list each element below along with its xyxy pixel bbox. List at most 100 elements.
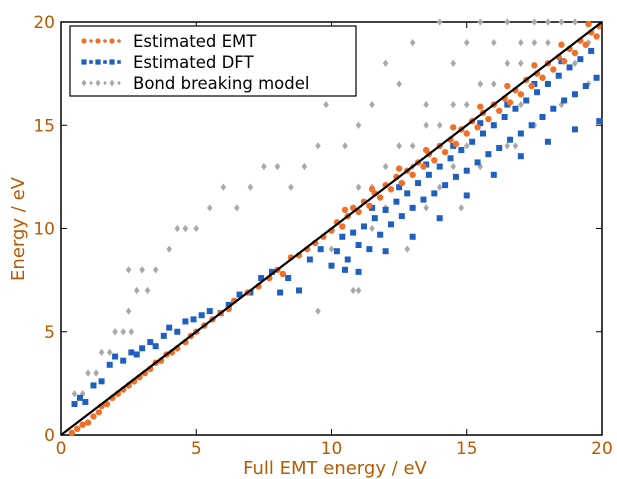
dft-point xyxy=(296,287,303,294)
legend-marker-bond xyxy=(81,79,121,87)
bond-point xyxy=(518,59,524,67)
emt-point xyxy=(474,124,481,131)
bond-point xyxy=(301,162,308,171)
dft-point xyxy=(258,275,265,282)
dft-point xyxy=(285,275,292,282)
bond-point xyxy=(128,328,135,336)
bond-point xyxy=(166,245,172,253)
dft-point xyxy=(477,120,484,127)
legend-marker-dot xyxy=(95,59,101,65)
legend-label-emt: Estimated EMT xyxy=(133,32,257,51)
dft-point xyxy=(539,113,546,120)
legend-marker-dot xyxy=(95,79,101,87)
bond-point xyxy=(404,245,411,253)
legend-entry-emt: Estimated EMT xyxy=(81,32,257,51)
bond-point xyxy=(350,286,356,295)
dft-point xyxy=(544,138,551,145)
dft-point xyxy=(369,204,376,211)
dft-point xyxy=(355,268,362,275)
legend-marker-dot xyxy=(117,60,121,64)
dft-point xyxy=(90,382,97,389)
bond-point xyxy=(409,142,416,150)
x-tick-label: 0 xyxy=(56,439,67,459)
emt-point xyxy=(279,270,287,278)
bond-point xyxy=(382,162,389,171)
dft-point xyxy=(409,204,416,211)
bond-point xyxy=(120,328,127,336)
dft-point xyxy=(507,136,514,143)
dft-point xyxy=(490,171,497,178)
emt-point xyxy=(339,223,346,230)
bond-point xyxy=(261,162,267,171)
dft-point xyxy=(544,80,551,87)
bond-point xyxy=(98,348,105,357)
emt-point xyxy=(422,146,430,154)
emt-point xyxy=(593,33,600,40)
emt-point xyxy=(582,41,589,48)
y-tick-label: 10 xyxy=(33,220,55,240)
bond-point xyxy=(477,80,484,88)
emt-point xyxy=(452,140,460,148)
dft-point xyxy=(268,268,275,275)
y-tick-label: 5 xyxy=(44,323,55,343)
dft-point xyxy=(463,192,470,199)
bond-point xyxy=(125,266,132,274)
legend-marker-emt xyxy=(81,38,121,44)
dft-point xyxy=(479,130,486,137)
bond-point xyxy=(139,266,145,274)
bond-point xyxy=(125,307,132,315)
dft-point xyxy=(360,223,367,230)
bond-point xyxy=(144,286,151,295)
dft-point xyxy=(76,394,83,401)
legend-marker-dot xyxy=(103,60,107,64)
dft-point xyxy=(382,248,389,255)
dft-point xyxy=(139,345,146,352)
dft-point xyxy=(517,130,524,137)
legend-marker-dot xyxy=(89,39,93,43)
estimated-emt-points xyxy=(68,20,603,437)
legend-marker-dot xyxy=(81,79,87,87)
dft-point xyxy=(98,378,105,385)
legend-label-dft: Estimated DFT xyxy=(133,53,255,72)
bond-point xyxy=(423,121,429,129)
y-axis-label: Energy / eV xyxy=(8,176,29,281)
legend-marker-dot xyxy=(81,38,87,44)
bond-point xyxy=(436,183,443,191)
dft-point xyxy=(147,339,154,346)
dft-point xyxy=(393,198,400,205)
dft-point xyxy=(388,221,395,228)
dft-point xyxy=(350,229,357,236)
bond-point xyxy=(423,100,429,109)
x-tick-label: 20 xyxy=(591,439,613,459)
bond-point xyxy=(477,18,484,26)
dft-point xyxy=(566,64,573,71)
dft-point xyxy=(550,105,557,112)
bond-point xyxy=(396,80,402,88)
dft-point xyxy=(512,105,519,112)
bond-point xyxy=(531,39,538,47)
bond-point xyxy=(463,39,470,47)
legend-marker-dot xyxy=(103,80,107,86)
emt-point xyxy=(420,163,427,170)
dft-point xyxy=(128,349,135,356)
bond-point xyxy=(491,39,497,47)
emt-point xyxy=(84,419,92,426)
bond-point xyxy=(463,100,470,109)
emt-point xyxy=(95,409,103,416)
bond-point xyxy=(423,204,429,212)
bond-point xyxy=(558,18,565,26)
emt-point xyxy=(506,99,514,106)
emt-point xyxy=(368,186,376,193)
dft-point xyxy=(398,213,405,220)
dft-point xyxy=(501,113,508,120)
dft-point xyxy=(377,231,384,238)
dft-point xyxy=(555,72,562,79)
x-tick-label: 10 xyxy=(321,439,343,459)
legend-entry-bond: Bond breaking model xyxy=(81,74,309,93)
legend-marker-dot xyxy=(117,39,121,43)
bond-point xyxy=(512,142,519,150)
legend-marker-dft xyxy=(81,59,121,65)
bond-point xyxy=(288,183,294,191)
x-axis-label: Full EMT energy / eV xyxy=(243,458,427,479)
